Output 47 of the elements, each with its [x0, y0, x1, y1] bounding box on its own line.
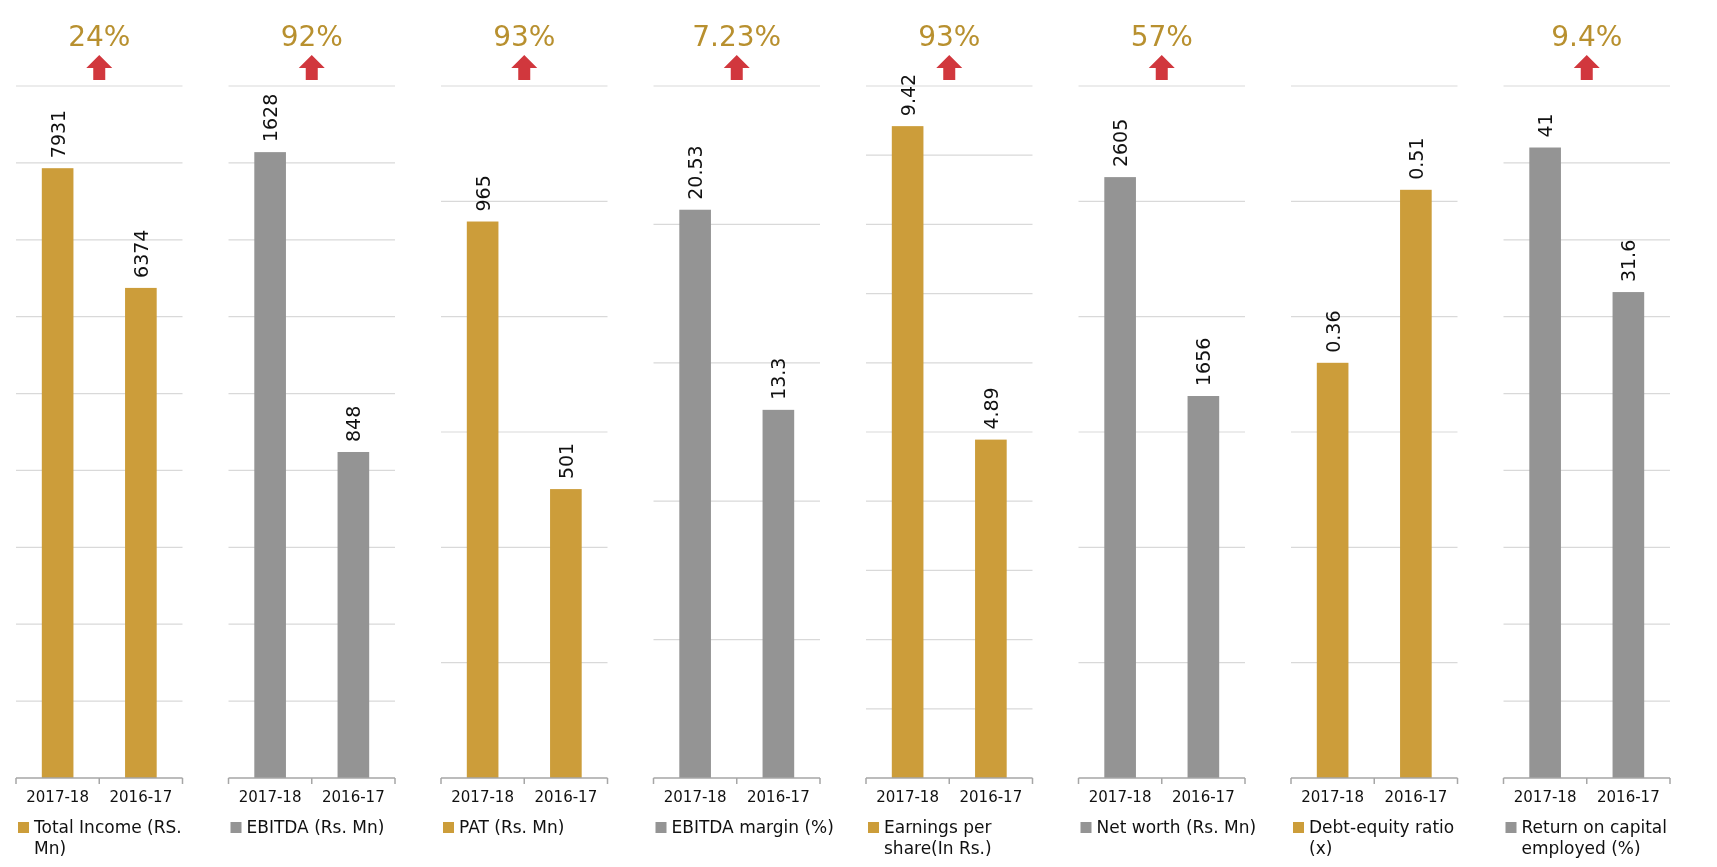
x-tick-label: 2017-18 [451, 788, 514, 806]
legend-label: PAT (Rs. Mn) [459, 817, 565, 837]
data-label: 9.42 [896, 73, 919, 117]
data-label: 501 [554, 442, 577, 480]
data-label: 31.6 [1617, 239, 1640, 283]
text: 92% [280, 20, 343, 53]
data-label: 1628 [259, 93, 282, 143]
x-tick-label: 2016-17 [1384, 788, 1448, 806]
data-label: 0.36 [1321, 310, 1344, 353]
legend-label: EBITDA (Rs. Mn) [246, 817, 385, 837]
data-label: 0.51 [1404, 137, 1427, 180]
text: 24% [68, 20, 131, 53]
data-label: 13.3 [767, 357, 790, 400]
data-label: 41 [1534, 113, 1557, 138]
x-tick-label: 2017-18 [26, 788, 89, 806]
x-tick-label: 2016-17 [747, 788, 810, 806]
x-tick-label: 2017-18 [663, 788, 727, 806]
legend-label: Total Income (RS. Mn) [33, 817, 182, 858]
x-tick-label: 2016-17 [1172, 788, 1235, 806]
data-label: 20.53 [684, 145, 707, 200]
x-tick-label: 2017-18 [238, 788, 302, 806]
legend-label: Earnings per share(In Rs.) [884, 817, 992, 858]
text: 57% [1130, 20, 1193, 53]
data-label: 848 [342, 405, 365, 442]
legend-label: Debt-equity ratio (x) [1309, 817, 1455, 858]
x-tick-label: 2016-17 [109, 788, 173, 806]
x-tick-label: 2017-18 [876, 788, 939, 806]
text: 7.23% [692, 20, 782, 53]
text: 9.4% [1551, 20, 1623, 53]
legend-label: EBITDA margin (%) [671, 817, 834, 837]
x-tick-label: 2017-18 [1301, 788, 1364, 806]
data-label: 7931 [46, 109, 69, 159]
x-tick-label: 2017-18 [1513, 788, 1577, 806]
data-label: 1656 [1192, 337, 1215, 387]
data-label: 6374 [129, 229, 152, 278]
x-tick-label: 2017-18 [1088, 788, 1152, 806]
legend-label: Net worth (Rs. Mn) [1096, 817, 1257, 837]
data-label: 2605 [1109, 118, 1132, 168]
data-label: 965 [471, 175, 494, 212]
x-tick-label: 2016-17 [1597, 788, 1660, 806]
data-label: 4.89 [979, 387, 1002, 430]
legend-label: Return on capital employed (%) [1521, 817, 1667, 858]
x-tick-label: 2016-17 [534, 788, 598, 806]
text: 93% [918, 20, 981, 53]
x-tick-label: 2016-17 [322, 788, 385, 806]
text: 93% [493, 20, 556, 53]
x-tick-label: 2016-17 [959, 788, 1023, 806]
